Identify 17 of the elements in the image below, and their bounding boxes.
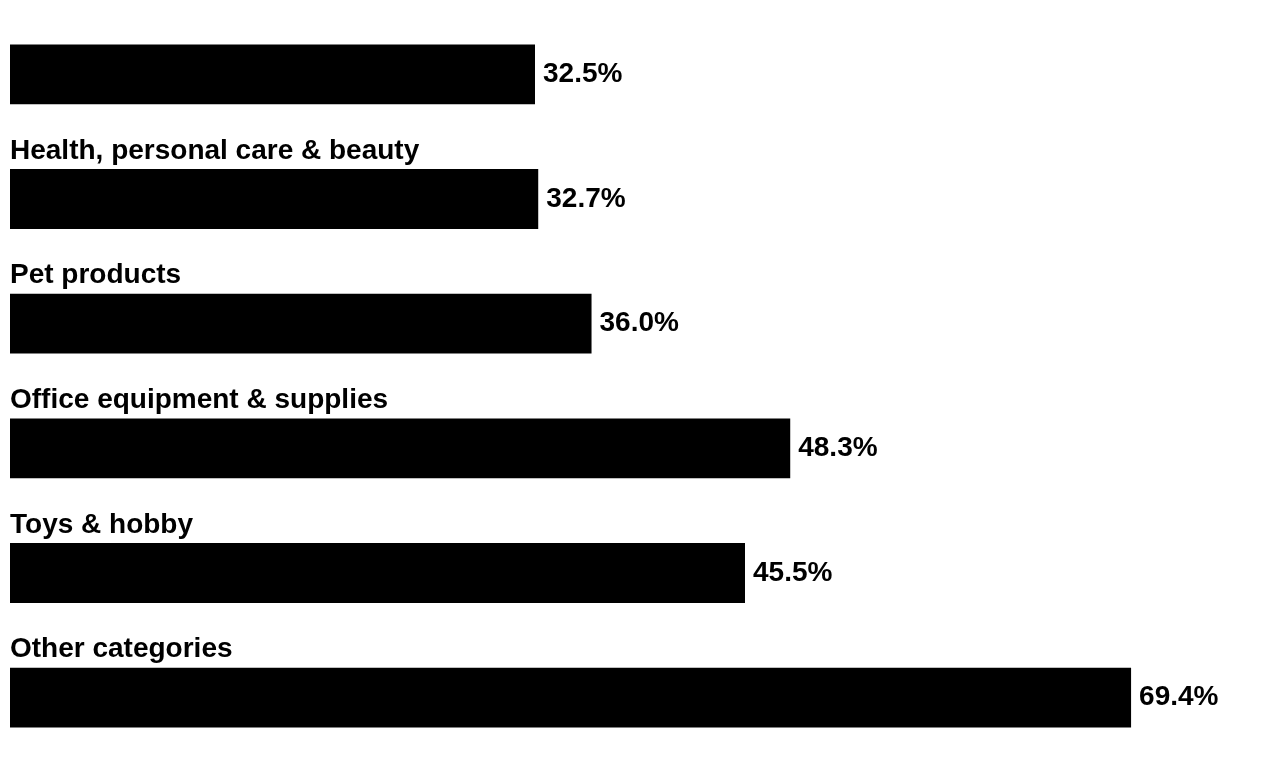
y-tick-label: Toys & hobby bbox=[10, 507, 194, 539]
data-label: 69.4% bbox=[1139, 680, 1219, 712]
bar bbox=[10, 44, 535, 105]
y-tick-label: Other categories bbox=[10, 632, 233, 664]
y-tick-label: Office equipment & supplies bbox=[10, 383, 389, 415]
data-label: 32.5% bbox=[543, 57, 623, 89]
data-label: 32.7% bbox=[546, 181, 626, 213]
data-label: 36.0% bbox=[599, 306, 680, 338]
data-label: 48.3% bbox=[798, 431, 878, 463]
bar bbox=[10, 418, 791, 479]
data-label: 45.5% bbox=[753, 555, 833, 587]
y-tick-label: Health, personal care & beauty bbox=[10, 133, 420, 165]
y-tick-label: Pet products bbox=[10, 258, 182, 290]
bar bbox=[10, 667, 1132, 728]
bar bbox=[10, 169, 539, 229]
bar bbox=[10, 293, 592, 354]
bar bbox=[10, 543, 745, 603]
